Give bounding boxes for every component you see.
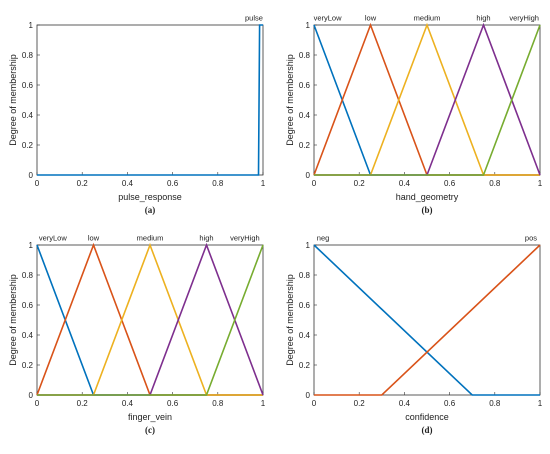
series-label-high: high	[199, 234, 213, 243]
x-tick-label: 1	[261, 399, 266, 408]
x-tick-label: 0.2	[77, 179, 89, 188]
plot-frame	[313, 24, 541, 176]
y-tick-label: 0.2	[22, 361, 34, 370]
x-tick-label: 0	[35, 399, 40, 408]
x-tick-label: 0	[35, 179, 40, 188]
y-axis-label: Degree of membership	[8, 274, 18, 366]
series-label-pulse: pulse	[245, 14, 263, 23]
panel-b: 0 0.2 0.4 0.6 0.8 1 0 0.2 0.4 0.6 0.8 1 hand_geometr…	[285, 14, 543, 216]
series-line-veryHigh	[314, 24, 541, 176]
x-axis-label: confidence	[405, 412, 449, 422]
y-tick-label: 0	[29, 391, 34, 400]
y-tick-label: 0.6	[299, 301, 311, 310]
y-tick-label: 0.8	[22, 271, 34, 280]
series-label-pos: pos	[525, 234, 537, 243]
x-tick-label: 0.8	[212, 399, 224, 408]
series-label-veryHigh: veryHigh	[230, 234, 260, 243]
series-label-medium: medium	[137, 234, 164, 243]
panel-c: 0 0.2 0.4 0.6 0.8 1 0 0.2 0.4 0.6 0.8 1 finger_vein D…	[8, 234, 266, 436]
series-label-high: high	[476, 14, 490, 23]
y-tick-label: 1	[306, 241, 311, 250]
series-label-veryLow: veryLow	[39, 234, 68, 243]
x-axis-label: finger_vein	[128, 412, 172, 422]
series-line-pos	[314, 244, 541, 396]
y-tick-label: 0.4	[299, 111, 311, 120]
y-tick-label: 0.2	[299, 141, 311, 150]
series-label-low: low	[365, 14, 377, 23]
series-line-pulse	[37, 24, 263, 176]
y-tick-label: 0.8	[299, 51, 311, 60]
series-label-veryLow: veryLow	[314, 14, 343, 23]
y-tick-label: 0.8	[299, 271, 311, 280]
series-label-neg: neg	[317, 234, 330, 243]
series-label-low: low	[88, 234, 100, 243]
plot-frame	[36, 244, 264, 396]
panel-caption: (d)	[422, 425, 433, 435]
panel-caption: (a)	[145, 205, 156, 215]
y-tick-label: 0.2	[299, 361, 311, 370]
y-tick-label: 0.4	[22, 331, 34, 340]
y-tick-label: 0	[306, 391, 311, 400]
y-tick-label: 0.6	[299, 81, 311, 90]
x-tick-label: 0.2	[77, 399, 89, 408]
panel-a: 0 0.2 0.4 0.6 0.8 1 0 0.2 0.4 0.6 0.8 1 pulse_respon…	[8, 14, 266, 216]
y-tick-label: 1	[306, 21, 311, 30]
y-axis-label: Degree of membership	[285, 54, 295, 146]
y-axis-label: Degree of membership	[8, 54, 18, 146]
series-line-neg	[313, 244, 540, 396]
series-line-veryHigh	[37, 244, 264, 396]
panel-caption: (c)	[145, 425, 155, 435]
panel-caption: (b)	[422, 205, 433, 215]
y-tick-label: 0	[306, 171, 311, 180]
x-tick-label: 0	[312, 179, 317, 188]
x-tick-label: 0.6	[167, 179, 179, 188]
x-tick-label: 0.2	[354, 399, 366, 408]
x-tick-label: 0.4	[122, 179, 134, 188]
series-label-medium: medium	[414, 14, 441, 23]
plot-frame	[36, 24, 264, 176]
x-tick-label: 0.8	[489, 179, 501, 188]
y-tick-label: 0.4	[299, 331, 311, 340]
x-tick-label: 1	[538, 399, 543, 408]
x-tick-label: 0.8	[212, 179, 224, 188]
plot-frame	[313, 244, 541, 396]
x-tick-label: 0.2	[354, 179, 366, 188]
x-tick-label: 1	[538, 179, 543, 188]
x-tick-label: 0.4	[122, 399, 134, 408]
y-axis-label: Degree of membership	[285, 274, 295, 366]
x-tick-label: 0.4	[399, 179, 411, 188]
x-tick-label: 0.6	[444, 179, 456, 188]
x-tick-label: 0.6	[167, 399, 179, 408]
x-tick-label: 0.4	[399, 399, 411, 408]
x-axis-label: pulse_response	[118, 192, 182, 202]
y-tick-label: 0.4	[22, 111, 34, 120]
y-tick-label: 1	[29, 241, 34, 250]
y-tick-label: 0	[29, 171, 34, 180]
x-tick-label: 0.8	[489, 399, 501, 408]
y-tick-label: 0.6	[22, 81, 34, 90]
x-tick-label: 0	[312, 399, 317, 408]
series-label-veryHigh: veryHigh	[509, 14, 539, 23]
y-tick-label: 0.2	[22, 141, 34, 150]
x-axis-label: hand_geometry	[396, 192, 459, 202]
x-tick-label: 0.6	[444, 399, 456, 408]
y-tick-label: 0.8	[22, 51, 34, 60]
y-tick-label: 0.6	[22, 301, 34, 310]
panel-d: 0 0.2 0.4 0.6 0.8 1 0 0.2 0.4 0.6 0.8 1 confidence De…	[285, 234, 543, 436]
x-tick-label: 1	[261, 179, 266, 188]
y-tick-label: 1	[29, 21, 34, 30]
